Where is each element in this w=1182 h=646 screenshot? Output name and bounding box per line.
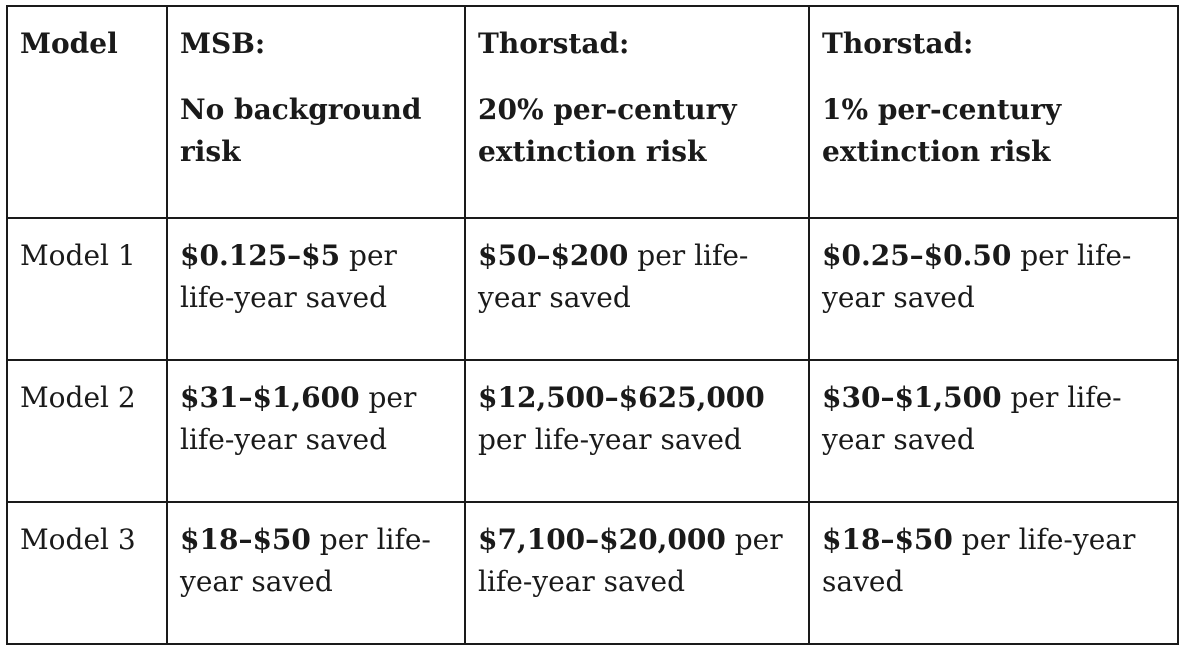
- row-label: Model 3: [6, 501, 168, 645]
- cost-cell-msb: $0.125–$5 per life-year saved: [166, 217, 466, 361]
- cost-unit: per life-year saved: [822, 381, 1122, 456]
- cost-unit: per life-year saved: [822, 523, 1136, 598]
- cost-unit: per life-year saved: [822, 239, 1132, 314]
- cost-range: $12,500–$625,000: [478, 381, 765, 414]
- table-row-model-1: Model 1 $0.125–$5 per life-year saved $5…: [6, 217, 1179, 361]
- header-subtitle: 1% per-century extinction risk: [822, 93, 1062, 168]
- cost-unit: per life-year saved: [180, 381, 417, 456]
- cost-cell-thorstad-20: $7,100–$20,000 per life-year saved: [464, 501, 810, 645]
- cost-cell-thorstad-1: $18–$50 per life-year saved: [808, 501, 1179, 645]
- cost-cell-thorstad-1: $0.25–$0.50 per life-year saved: [808, 217, 1179, 361]
- header-title: Thorstad:: [822, 27, 974, 60]
- header-cell-model: Model: [6, 5, 168, 219]
- cost-range: $18–$50: [180, 523, 311, 556]
- cost-range: $0.25–$0.50: [822, 239, 1012, 272]
- cost-cell-thorstad-20: $50–$200 per life-year saved: [464, 217, 810, 361]
- header-cell-thorstad-20: Thorstad: 20% per-century extinction ris…: [464, 5, 810, 219]
- cost-cell-thorstad-1: $30–$1,500 per life-year saved: [808, 359, 1179, 503]
- header-cell-msb: MSB: No background risk: [166, 5, 466, 219]
- cost-range: $18–$50: [822, 523, 953, 556]
- cost-cell-msb: $31–$1,600 per life-year saved: [166, 359, 466, 503]
- cost-unit: per life-year saved: [478, 423, 742, 456]
- header-subtitle: 20% per-century extinction risk: [478, 93, 737, 168]
- header-title: Model: [20, 27, 118, 60]
- cost-cell-thorstad-20: $12,500–$625,000 per life-year saved: [464, 359, 810, 503]
- header-title: Thorstad:: [478, 27, 630, 60]
- row-label: Model 2: [6, 359, 168, 503]
- table-row-model-3: Model 3 $18–$50 per life-year saved $7,1…: [6, 501, 1179, 645]
- header-cell-thorstad-1: Thorstad: 1% per-century extinction risk: [808, 5, 1179, 219]
- cost-unit: per life-year saved: [180, 523, 431, 598]
- row-label: Model 1: [6, 217, 168, 361]
- table-row-model-2: Model 2 $31–$1,600 per life-year saved $…: [6, 359, 1179, 503]
- cost-cell-msb: $18–$50 per life-year saved: [166, 501, 466, 645]
- header-row: Model MSB: No background risk Thorstad: …: [6, 5, 1179, 219]
- cost-unit: per life-year saved: [478, 523, 783, 598]
- cost-range: $0.125–$5: [180, 239, 341, 272]
- header-title: MSB:: [180, 27, 266, 60]
- cost-range: $7,100–$20,000: [478, 523, 726, 556]
- cost-effectiveness-table: Model MSB: No background risk Thorstad: …: [6, 5, 1179, 645]
- cost-unit: per life-year saved: [180, 239, 397, 314]
- cost-range: $31–$1,600: [180, 381, 360, 414]
- cost-range: $30–$1,500: [822, 381, 1002, 414]
- cost-unit: per life-year saved: [478, 239, 749, 314]
- header-subtitle: No background risk: [180, 93, 422, 168]
- cost-range: $50–$200: [478, 239, 629, 272]
